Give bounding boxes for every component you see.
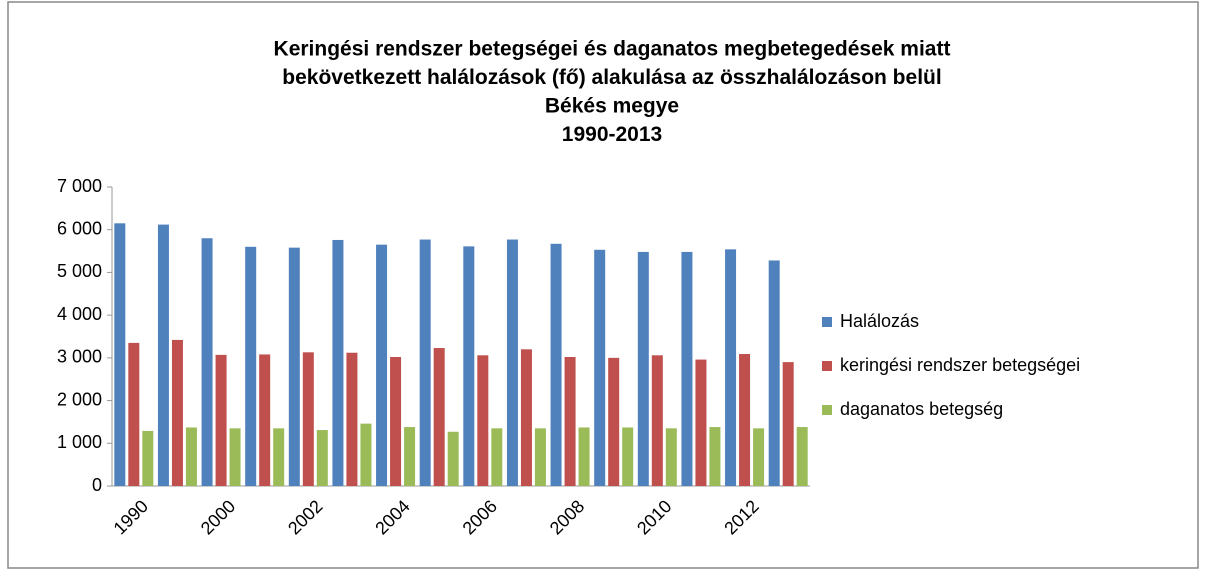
bar [114, 223, 126, 487]
y-tick-label: 0 [92, 475, 102, 495]
legend-label: keringési rendszer betegségei [840, 355, 1080, 375]
bar [157, 224, 169, 487]
legend-label: daganatos betegség [840, 399, 1003, 419]
y-tick-label: 4 000 [57, 304, 102, 324]
bar [520, 349, 532, 486]
bar [622, 427, 634, 486]
bar [782, 362, 794, 486]
bar [725, 249, 737, 486]
bar [404, 427, 416, 486]
bar [288, 247, 300, 486]
bar [564, 357, 576, 486]
bar [768, 260, 780, 486]
bar [651, 355, 663, 486]
legend-swatch [822, 405, 832, 415]
bar [491, 428, 503, 486]
bar [578, 427, 590, 486]
bar [259, 354, 271, 486]
chart-title: Békés megye [545, 95, 679, 118]
bar [637, 251, 649, 486]
y-tick-label: 5 000 [57, 261, 102, 281]
bar [506, 239, 518, 486]
bar [739, 354, 751, 486]
bar [433, 348, 445, 486]
bar [419, 239, 431, 486]
bar [201, 238, 213, 486]
bar [142, 430, 154, 486]
y-tick-label: 6 000 [57, 218, 102, 238]
bar [594, 249, 606, 486]
legend-swatch [822, 361, 832, 371]
bar [695, 359, 707, 486]
bar [332, 239, 344, 486]
bar [550, 243, 562, 486]
bar [681, 251, 693, 486]
bar [245, 246, 257, 486]
bar [185, 427, 197, 486]
chart-title: bekövetkezett halálozások (fő) alakulása… [282, 66, 941, 89]
bar [709, 427, 721, 486]
bar [360, 423, 372, 486]
bar [316, 430, 328, 486]
bar [376, 244, 388, 486]
chart-title: 1990-2013 [562, 123, 662, 146]
bar [171, 339, 183, 486]
bar [608, 357, 620, 486]
legend-swatch [822, 317, 832, 327]
bar [128, 342, 140, 486]
bar [753, 428, 765, 486]
bar [534, 428, 546, 486]
y-tick-label: 7 000 [57, 176, 102, 196]
legend-label: Halálozás [840, 311, 919, 331]
bar [346, 352, 358, 486]
y-tick-label: 1 000 [57, 432, 102, 452]
bar [477, 355, 489, 486]
y-tick-label: 3 000 [57, 347, 102, 367]
bar [796, 427, 808, 486]
bar [390, 357, 402, 486]
bar [463, 246, 475, 486]
bar [273, 428, 285, 486]
bar [229, 428, 241, 486]
chart-title: Keringési rendszer betegségei és daganat… [274, 38, 951, 61]
bar [665, 428, 677, 486]
bar [215, 354, 227, 486]
y-tick-label: 2 000 [57, 389, 102, 409]
bar [447, 431, 459, 486]
bar [302, 352, 314, 486]
